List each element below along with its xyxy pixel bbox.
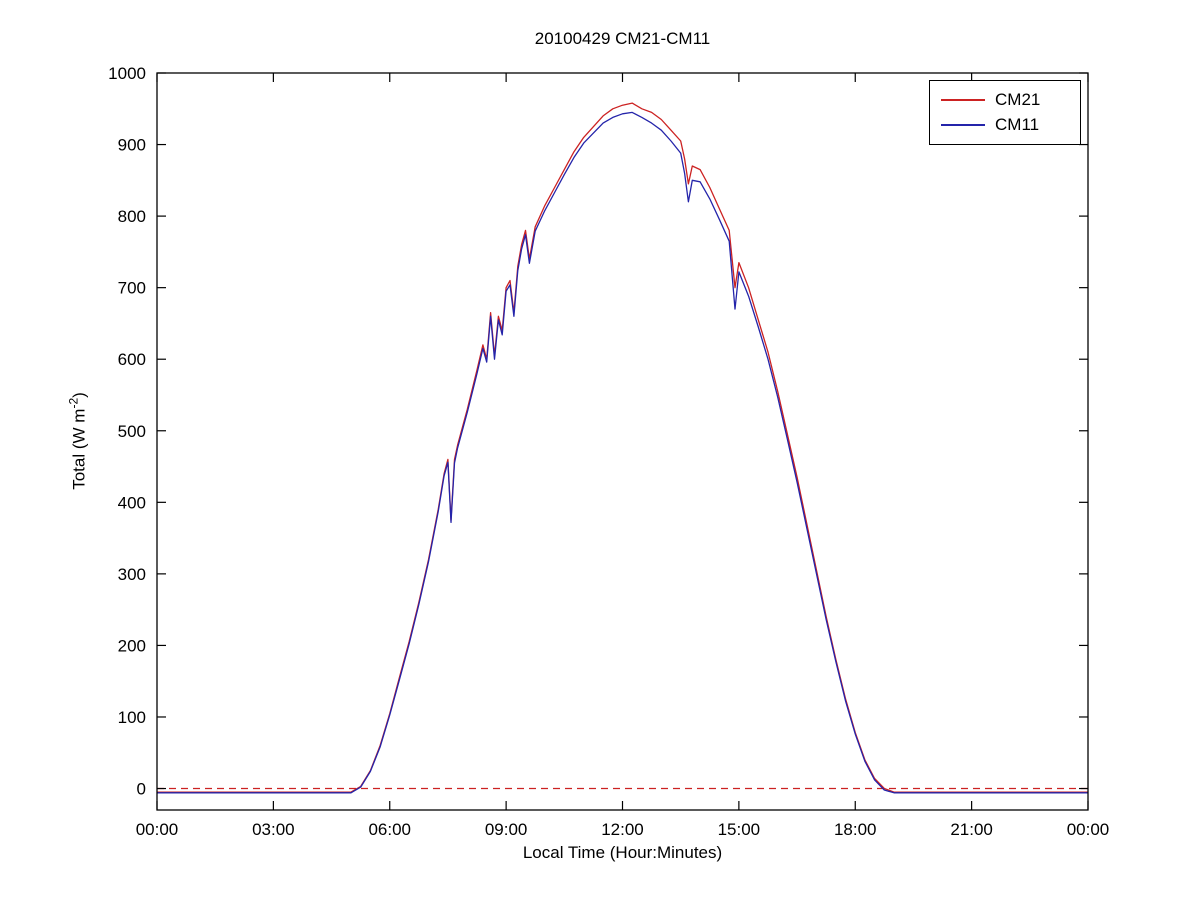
cm21-line-swatch bbox=[941, 98, 985, 101]
y-tick-label: 300 bbox=[118, 565, 146, 584]
series-line-cm11 bbox=[157, 111, 1088, 794]
legend-entry-cm11: CM11 bbox=[930, 112, 1080, 137]
x-tick-label: 15:00 bbox=[718, 820, 761, 839]
x-tick-label: 06:00 bbox=[368, 820, 411, 839]
cm11-line-swatch bbox=[941, 123, 985, 126]
x-axis-label: Local Time (Hour:Minutes) bbox=[522, 843, 723, 862]
y-tick-label: 1000 bbox=[108, 64, 146, 83]
x-tick-label: 18:00 bbox=[834, 820, 877, 839]
y-tick-label: 100 bbox=[118, 708, 146, 727]
y-tick-label: 800 bbox=[118, 207, 146, 226]
x-tick-label: 09:00 bbox=[485, 820, 528, 839]
series-line-cm21 bbox=[157, 102, 1088, 793]
y-tick-label: 600 bbox=[118, 350, 146, 369]
legend-entry-cm21: CM21 bbox=[930, 87, 1080, 112]
y-tick-label: 0 bbox=[137, 780, 146, 799]
axis-ticks: 00:00 03:00 06:00 09:00 12:00 15:00 18:00 21:00… bbox=[108, 64, 1109, 839]
legend-label-cm11: CM11 bbox=[995, 115, 1040, 134]
y-tick-label: 500 bbox=[118, 422, 146, 441]
y-tick-label: 400 bbox=[118, 493, 146, 512]
legend-label-cm21: CM21 bbox=[995, 90, 1041, 109]
y-tick-label: 200 bbox=[118, 636, 146, 655]
x-tick-label: 00:00 bbox=[1067, 820, 1110, 839]
y-tick-label: 700 bbox=[118, 279, 146, 298]
x-tick-label: 03:00 bbox=[252, 820, 295, 839]
chart-title: 20100429 CM21-CM11 bbox=[534, 29, 711, 48]
x-tick-label: 21:00 bbox=[950, 820, 993, 839]
legend: CM21 CM11 bbox=[929, 80, 1081, 145]
x-tick-label: 12:00 bbox=[601, 820, 644, 839]
x-tick-label: 00:00 bbox=[136, 820, 179, 839]
y-tick-label: 900 bbox=[118, 136, 146, 155]
axes-box bbox=[156, 72, 1089, 811]
